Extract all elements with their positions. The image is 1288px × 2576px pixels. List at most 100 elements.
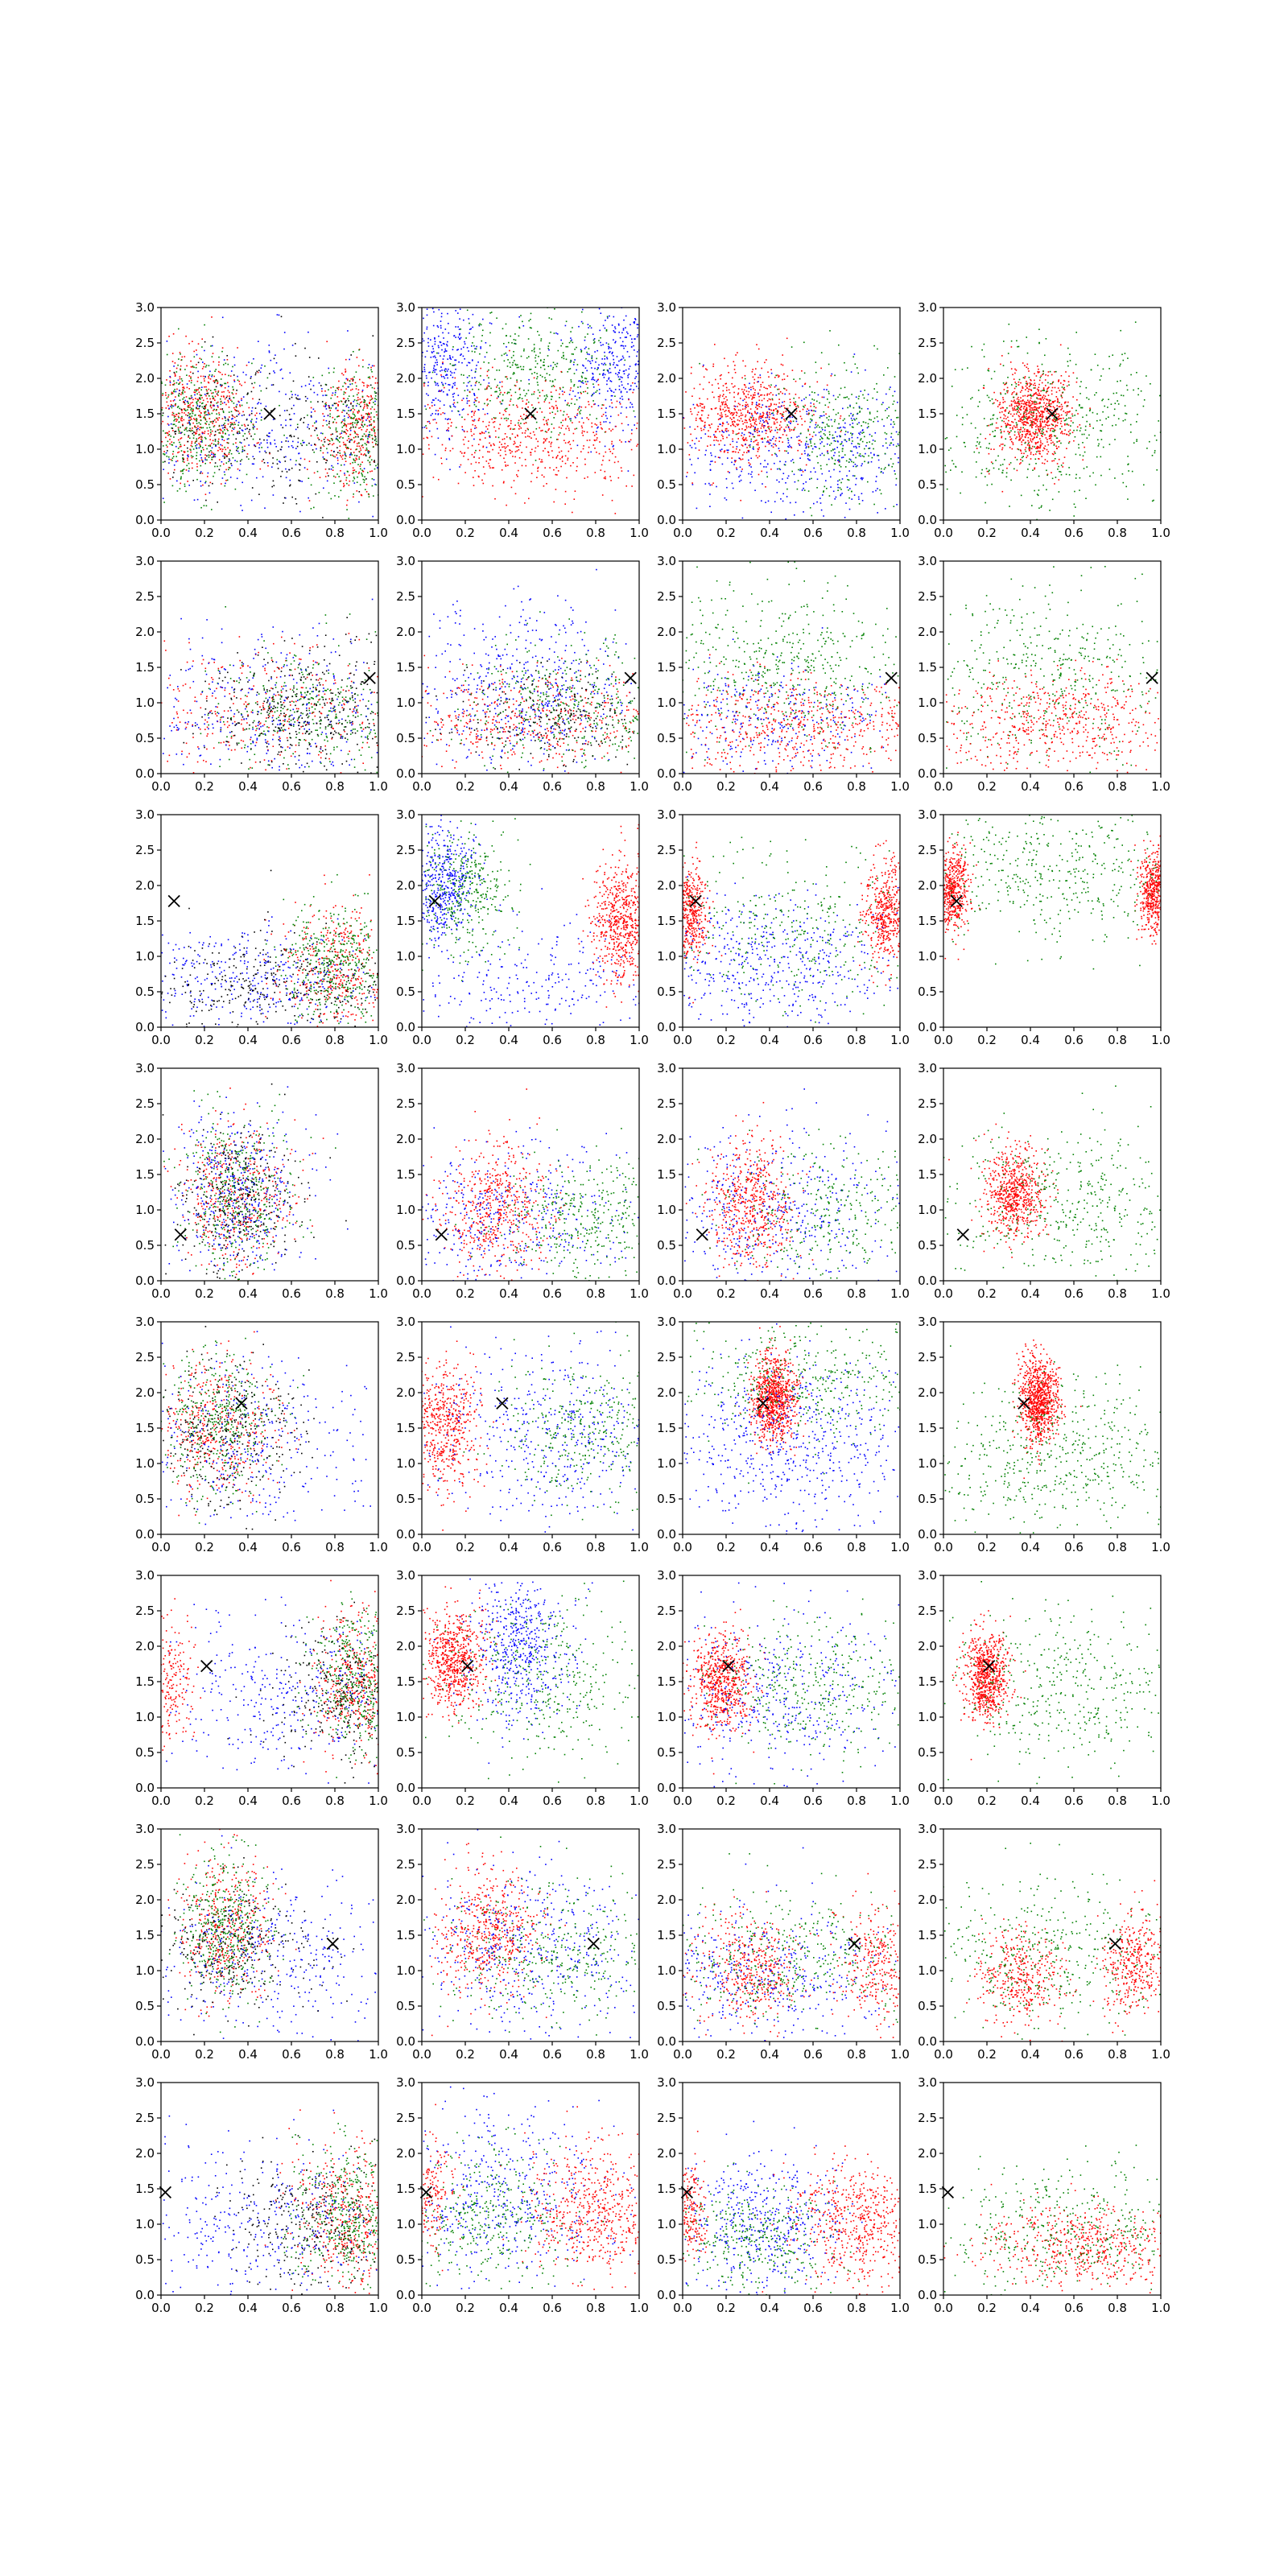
point xyxy=(721,402,724,404)
point xyxy=(249,428,250,431)
point xyxy=(564,462,567,464)
point xyxy=(354,436,357,438)
point xyxy=(173,399,175,401)
point xyxy=(235,442,237,444)
point xyxy=(533,393,535,395)
point xyxy=(593,403,595,406)
point xyxy=(514,373,515,374)
point xyxy=(816,501,818,503)
point xyxy=(597,426,599,428)
point xyxy=(496,369,497,371)
point xyxy=(775,403,778,406)
point xyxy=(204,436,206,439)
point xyxy=(506,335,507,336)
point xyxy=(720,434,723,436)
point xyxy=(839,464,840,466)
point xyxy=(777,410,778,411)
point xyxy=(630,439,632,441)
point xyxy=(794,404,795,406)
point xyxy=(354,382,357,384)
point xyxy=(845,369,848,371)
point xyxy=(183,408,185,410)
point xyxy=(762,404,764,406)
point xyxy=(544,377,546,379)
point xyxy=(181,383,184,386)
point xyxy=(375,392,378,394)
point xyxy=(442,358,444,360)
point xyxy=(734,460,736,463)
point xyxy=(797,405,799,407)
point xyxy=(712,391,713,393)
point xyxy=(631,403,633,406)
point xyxy=(762,438,764,440)
point xyxy=(530,327,532,329)
point xyxy=(874,432,877,434)
point xyxy=(779,469,782,471)
point xyxy=(166,379,167,381)
point xyxy=(770,369,772,370)
point xyxy=(206,398,208,399)
point xyxy=(175,418,177,420)
point xyxy=(585,378,588,380)
point xyxy=(204,406,205,407)
point xyxy=(765,387,767,390)
point xyxy=(802,471,804,473)
point xyxy=(201,338,203,340)
point xyxy=(480,383,481,386)
point xyxy=(757,381,758,383)
point xyxy=(449,357,451,360)
point xyxy=(244,382,246,383)
point xyxy=(227,447,229,449)
point xyxy=(266,387,267,390)
point xyxy=(183,402,184,403)
point xyxy=(210,450,212,452)
point xyxy=(794,481,796,483)
point xyxy=(283,502,284,504)
point xyxy=(549,412,551,415)
point xyxy=(434,419,436,420)
point xyxy=(178,382,180,385)
point xyxy=(605,342,608,344)
point xyxy=(495,417,497,419)
point xyxy=(868,426,869,427)
point xyxy=(845,502,847,504)
point xyxy=(888,464,890,466)
point xyxy=(560,370,562,373)
point xyxy=(823,445,825,448)
point xyxy=(514,451,517,452)
point xyxy=(279,390,280,393)
point xyxy=(187,450,189,452)
point xyxy=(358,365,360,367)
point xyxy=(326,480,328,482)
point xyxy=(361,396,364,398)
point xyxy=(345,455,347,456)
point xyxy=(741,432,743,434)
point xyxy=(493,421,496,423)
point xyxy=(368,496,370,497)
point xyxy=(373,421,375,423)
point xyxy=(811,436,814,438)
point xyxy=(892,439,894,441)
point xyxy=(375,438,377,440)
point xyxy=(469,400,470,402)
point xyxy=(180,445,182,448)
point xyxy=(432,369,435,372)
point xyxy=(604,358,605,360)
point xyxy=(865,445,867,447)
point xyxy=(753,427,756,430)
point xyxy=(275,354,276,356)
point xyxy=(330,469,332,470)
point xyxy=(300,386,303,388)
point xyxy=(345,402,346,403)
point xyxy=(720,405,721,407)
point xyxy=(445,458,448,460)
point xyxy=(260,402,262,405)
point xyxy=(436,382,439,385)
point xyxy=(815,426,818,428)
point xyxy=(579,397,580,398)
point xyxy=(374,400,376,402)
point xyxy=(225,448,227,451)
point xyxy=(580,351,582,353)
point xyxy=(746,403,749,406)
point xyxy=(337,440,339,442)
